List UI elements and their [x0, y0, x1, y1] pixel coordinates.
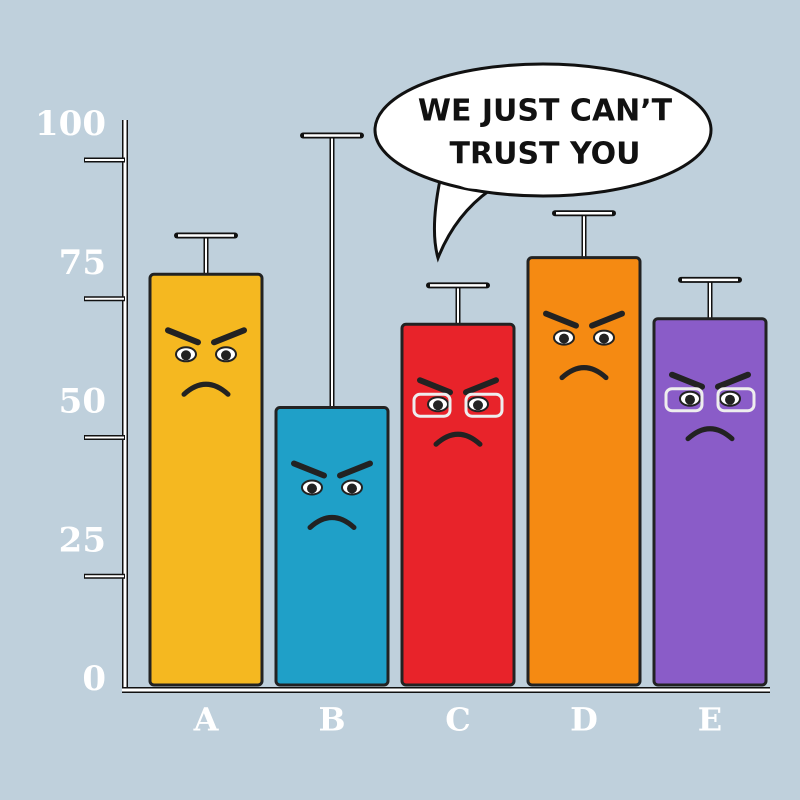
bar: [400, 322, 516, 687]
face: [543, 310, 625, 381]
pupil: [599, 333, 609, 344]
pupil: [221, 350, 231, 361]
brow: [543, 310, 625, 329]
y-tick-label: 75: [59, 243, 106, 283]
mouth: [181, 381, 231, 397]
brow: [669, 371, 751, 390]
glasses: [464, 392, 504, 418]
mouth: [559, 365, 609, 381]
y-tick-label: 0: [82, 659, 106, 699]
y-tick-label: 50: [59, 382, 106, 422]
pupil: [181, 350, 191, 361]
brow: [165, 327, 247, 346]
face: [412, 377, 504, 447]
annotation-line: WE JUST CAN’T: [418, 94, 673, 129]
y-tick-label: 100: [35, 104, 106, 144]
x-tick-label: D: [570, 701, 598, 739]
pupil: [433, 400, 443, 411]
pupil: [559, 333, 569, 344]
x-tick-label: E: [698, 701, 722, 739]
pupil: [307, 483, 317, 494]
pupil: [473, 400, 483, 411]
x-tick-label: A: [193, 701, 220, 739]
face: [664, 371, 756, 442]
mouth: [685, 426, 735, 442]
pupil: [347, 483, 357, 494]
x-tick-label: C: [445, 701, 470, 739]
glasses: [716, 387, 756, 413]
y-tick-label: 25: [59, 520, 106, 560]
face: [291, 460, 373, 530]
bar: [274, 406, 390, 687]
bubble-body: [373, 62, 713, 198]
pupil: [725, 394, 735, 405]
bar: [148, 272, 264, 687]
brow: [417, 377, 499, 396]
speech-bubble: WE JUST CAN’T TRUST YOU: [373, 62, 713, 263]
glasses: [412, 392, 452, 418]
bubble-tail: [432, 178, 494, 263]
mouth: [433, 431, 483, 447]
glasses: [664, 387, 704, 413]
face: [165, 327, 247, 397]
bar: [526, 256, 642, 687]
brow: [291, 460, 373, 479]
mouth: [307, 515, 357, 530]
pupil: [685, 394, 695, 405]
annotation-line: TRUST YOU: [450, 137, 641, 172]
bubble-joint: [450, 178, 490, 189]
x-tick-label: B: [318, 701, 345, 739]
